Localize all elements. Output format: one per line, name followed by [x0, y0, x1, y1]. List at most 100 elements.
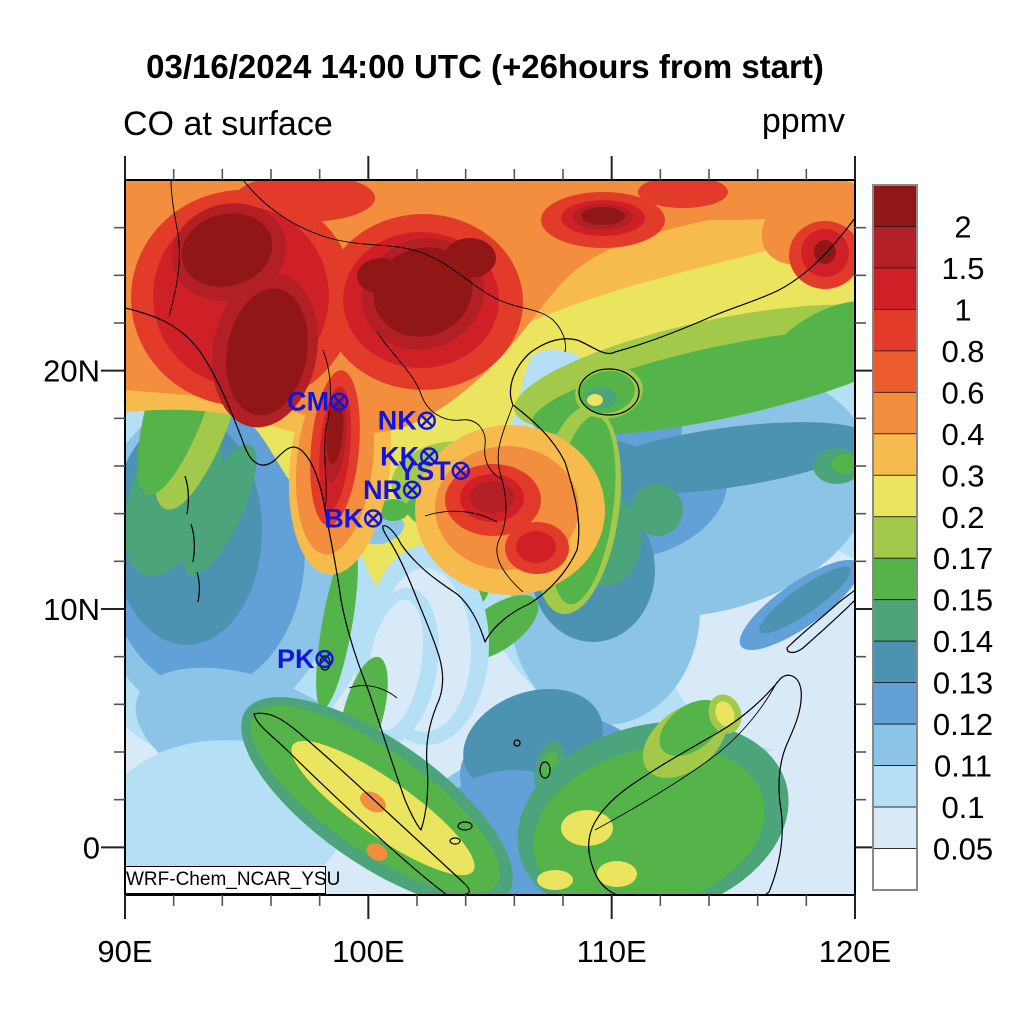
field-blob: [631, 484, 683, 536]
colorbar-cell: [872, 474, 918, 518]
station-cross-icon: [454, 464, 468, 478]
country-border: [168, 180, 180, 317]
station-label: PK: [277, 644, 315, 674]
coastline: [539, 761, 551, 779]
coastline: [457, 821, 473, 831]
field-blob: [181, 213, 273, 287]
coastline: [184, 475, 200, 603]
station-circle-icon: [419, 447, 439, 466]
y-axis-tick-label: 20N: [43, 354, 100, 389]
country-border: [242, 180, 566, 353]
colorbar-cell: [872, 765, 918, 808]
station-marker: YST: [398, 456, 470, 486]
colorbar-tick-label: 0.1: [941, 790, 984, 825]
station-cross-icon: [318, 652, 331, 666]
station-circle-icon: [402, 480, 422, 500]
colorbar-cell: [872, 391, 918, 435]
field-blob: [638, 180, 728, 208]
colorbar-cell: [872, 723, 918, 766]
colorbar-tick-label: 0.05: [933, 832, 993, 867]
station-label: NK: [378, 406, 417, 436]
colorbar-tick-label: 2: [954, 209, 971, 244]
field-blob: [516, 531, 556, 563]
station-cross-icon: [420, 414, 434, 428]
field-blob: [814, 240, 836, 264]
colorbar-tick-label: 0.8: [941, 334, 984, 369]
field-blob: [533, 746, 765, 895]
colorbar-tick-label: 0.4: [941, 417, 984, 452]
station-circle-icon: [417, 411, 436, 430]
station-marker: BK: [324, 503, 383, 533]
colorbar-cell: [872, 267, 918, 310]
field-blob: [597, 861, 637, 887]
station-cross-icon: [332, 395, 346, 409]
field-blob: [659, 699, 723, 757]
coastline: [125, 217, 855, 831]
colorbar-cell: [872, 309, 918, 352]
field-group: [125, 180, 855, 895]
station-marker: CM: [287, 387, 349, 417]
colorbar-tick-label: 0.12: [933, 707, 993, 742]
x-axis-tick-label: 110E: [577, 934, 647, 969]
station-marker: PK: [277, 644, 334, 674]
colorbar-tick-label: 0.2: [941, 500, 984, 535]
field-blob: [832, 454, 855, 474]
colorbar-tick-label: 0.11: [934, 749, 992, 784]
country-border: [424, 510, 498, 523]
model-config-label: WRF-Chem_NCAR_YSU: [125, 866, 340, 894]
colorbar-cell: [872, 599, 918, 642]
colorbar-cell: [872, 557, 918, 601]
map-frame: [124, 179, 856, 896]
station-circle-icon: [451, 461, 470, 480]
colorbar-tick-label: 0.6: [941, 375, 984, 410]
station-marker: KK: [380, 441, 439, 471]
country-border: [322, 349, 331, 511]
station-cross-icon: [405, 483, 419, 497]
station-label: BK: [324, 503, 363, 533]
colorbar-cell: [872, 640, 918, 684]
field-blob: [357, 258, 405, 294]
field-blob: [759, 566, 851, 634]
coastline: [253, 712, 470, 895]
units-label: ppmv: [761, 102, 845, 140]
plot-title: 03/16/2024 14:00 UTC (+26hours from star…: [146, 48, 824, 85]
colorbar-tick-label: 0.14: [933, 624, 993, 659]
station-label: KK: [380, 441, 419, 471]
colorbar-cell: [872, 184, 918, 227]
y-axis-tick-label: 0: [83, 830, 100, 865]
y-axis-tick-label: 10N: [43, 592, 100, 627]
station-label: CM: [287, 387, 329, 417]
station-marker: NR: [363, 475, 422, 505]
colorbar-tick-label: 1: [954, 292, 971, 327]
station-cross-icon: [366, 511, 380, 525]
x-axis-tick-label: 100E: [332, 934, 404, 969]
field-blob: [183, 444, 257, 576]
country-border: [594, 681, 778, 831]
colorbar-cell: [872, 433, 918, 476]
station-label: NR: [363, 475, 402, 505]
colorbar-cell: [872, 806, 918, 849]
field-blob: [768, 300, 855, 376]
coastline: [578, 368, 640, 416]
colorbar-tick-label: 0.13: [933, 666, 993, 701]
variable-label: CO at surface: [123, 105, 333, 143]
colorbar-outline: [872, 184, 918, 891]
field-blob: [537, 870, 573, 890]
station-cross-icon: [422, 450, 436, 463]
field-blob: [715, 701, 735, 727]
x-axis-tick-label: 120E: [819, 934, 891, 969]
colorbar-cell: [872, 682, 918, 725]
colorbar-tick-label: 1.5: [941, 251, 984, 286]
field-blob: [561, 810, 613, 846]
coastline: [319, 655, 331, 671]
station-circle-icon: [315, 649, 334, 669]
coastline: [588, 674, 802, 895]
colorbar-tick-label: 0.17: [933, 541, 993, 576]
field-blob: [470, 481, 514, 513]
station-circle-icon: [329, 392, 349, 411]
field-blob: [226, 288, 308, 416]
colorbar-tick-label: 0.3: [941, 458, 984, 493]
x-axis-tick-label: 90E: [97, 934, 152, 969]
